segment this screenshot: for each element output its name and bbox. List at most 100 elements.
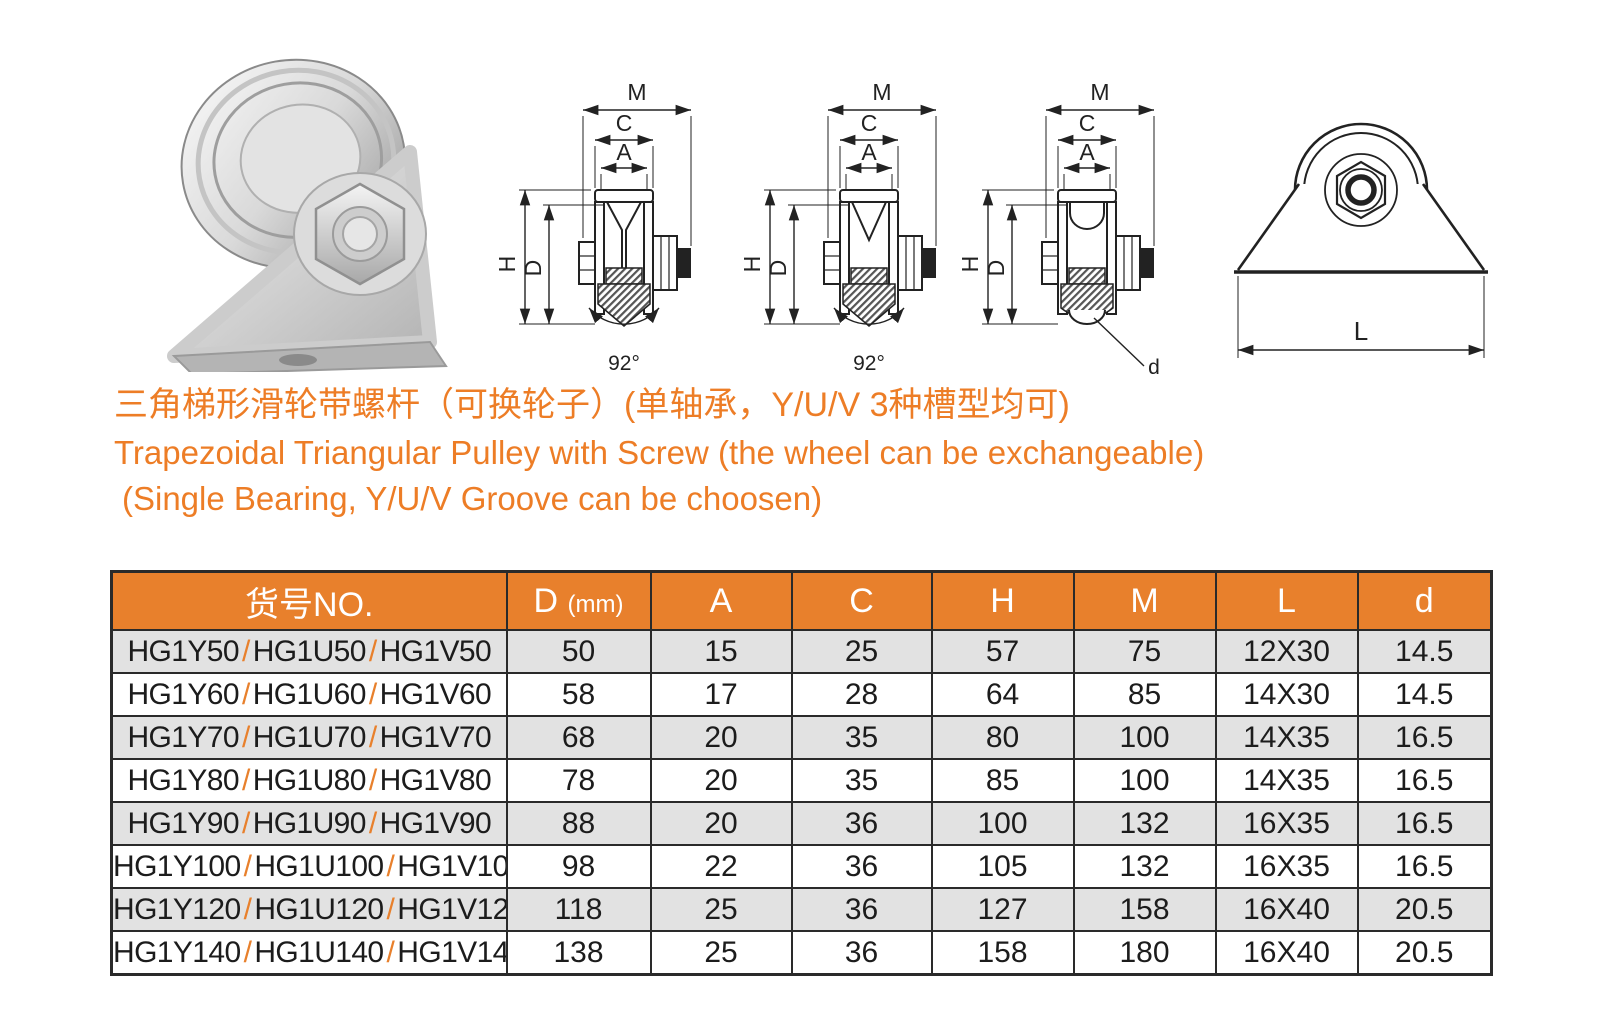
cell-M: 180 xyxy=(1072,930,1217,976)
col-header-c: C xyxy=(790,570,933,631)
cell-L: 16X40 xyxy=(1214,930,1359,976)
cell-L: 16X35 xyxy=(1214,801,1359,846)
cross-section-diagram-v-groove: M C A H D 92° xyxy=(740,79,937,375)
cell-H: 85 xyxy=(930,758,1075,803)
groove-dia-label: d xyxy=(1148,356,1160,379)
dim-label-c: C xyxy=(861,110,878,136)
dim-label-m: M xyxy=(872,79,891,105)
mounting-hole xyxy=(279,354,317,366)
dim-label-l: L xyxy=(1354,316,1368,346)
cell-codes: HG1Y80/HG1U80/HG1V80 xyxy=(110,758,508,803)
cell-d: 14.5 xyxy=(1356,672,1493,717)
cell-d: 20.5 xyxy=(1356,887,1493,932)
cell-codes: HG1Y120/HG1U120/HG1V120 xyxy=(110,887,508,932)
product-photo xyxy=(167,58,448,372)
cell-H: 80 xyxy=(930,715,1075,760)
cell-A: 20 xyxy=(649,758,793,803)
col-header-l: L xyxy=(1214,570,1359,631)
cell-L: 14X35 xyxy=(1214,715,1359,760)
cell-codes: HG1Y70/HG1U70/HG1V70 xyxy=(110,715,508,760)
col-header-d-mm: D (mm) xyxy=(505,570,652,631)
cell-A: 22 xyxy=(649,844,793,889)
cell-d: 16.5 xyxy=(1356,801,1493,846)
cross-section-diagram-u-groove: M C A H D d xyxy=(958,79,1160,379)
cell-M: 132 xyxy=(1072,801,1217,846)
table-row: HG1Y90/HG1U90/HG1V90 88 20 36 100 132 16… xyxy=(110,801,1493,846)
cell-C: 36 xyxy=(790,930,933,976)
cell-L: 14X30 xyxy=(1214,672,1359,717)
bolt-cap xyxy=(342,216,378,252)
cell-C: 35 xyxy=(790,715,933,760)
cell-H: 64 xyxy=(930,672,1075,717)
dim-label-h: H xyxy=(958,256,983,273)
cell-H: 127 xyxy=(930,887,1075,932)
dim-label-a: A xyxy=(861,139,877,165)
product-title-zh: 三角梯形滑轮带螺杆（可换轮子）(单轴承，Y/U/V 3种槽型均可) xyxy=(114,386,1070,424)
cell-A: 25 xyxy=(649,930,793,976)
dim-label-m: M xyxy=(1090,79,1109,105)
table-row: HG1Y100/HG1U100/HG1V100 98 22 36 105 132… xyxy=(110,844,1493,889)
cell-C: 28 xyxy=(790,672,933,717)
cell-H: 158 xyxy=(930,930,1075,976)
cell-codes: HG1Y140/HG1U140/HG1V140 xyxy=(110,930,508,976)
cell-L: 16X35 xyxy=(1214,844,1359,889)
cell-C: 25 xyxy=(790,629,933,674)
cell-M: 75 xyxy=(1072,629,1217,674)
cell-D: 138 xyxy=(505,930,652,976)
cross-section-diagram-y-groove: M C A H D 92° xyxy=(495,79,692,375)
front-view-diagram: L xyxy=(1234,122,1488,358)
cell-H: 100 xyxy=(930,801,1075,846)
cell-D: 98 xyxy=(505,844,652,889)
table-row: HG1Y140/HG1U140/HG1V140 138 25 36 158 18… xyxy=(110,930,1493,976)
dim-label-a: A xyxy=(1079,139,1095,165)
cell-L: 12X30 xyxy=(1214,629,1359,674)
col-header-d: d xyxy=(1356,570,1493,631)
dim-label-a: A xyxy=(616,139,632,165)
spec-table-wrap: 货号NO. D (mm) A C H M L d HG1Y50/HG1U50/H… xyxy=(110,570,1493,976)
cell-C: 36 xyxy=(790,887,933,932)
cell-d: 16.5 xyxy=(1356,844,1493,889)
product-subtitle-en: (Single Bearing, Y/U/V Groove can be cho… xyxy=(122,480,823,517)
cell-d: 20.5 xyxy=(1356,930,1493,976)
cell-M: 100 xyxy=(1072,758,1217,803)
cell-A: 17 xyxy=(649,672,793,717)
cell-M: 132 xyxy=(1072,844,1217,889)
cell-A: 25 xyxy=(649,887,793,932)
cell-L: 14X35 xyxy=(1214,758,1359,803)
cell-C: 35 xyxy=(790,758,933,803)
table-row: HG1Y50/HG1U50/HG1V50 50 15 25 57 75 12X3… xyxy=(110,629,1493,674)
col-header-no: 货号NO. xyxy=(110,570,508,631)
cell-codes: HG1Y100/HG1U100/HG1V100 xyxy=(110,844,508,889)
header-row: 货号NO. D (mm) A C H M L d xyxy=(110,570,1493,631)
table-row: HG1Y60/HG1U60/HG1V60 58 17 28 64 85 14X3… xyxy=(110,672,1493,717)
col-header-a: A xyxy=(649,570,793,631)
cell-D: 78 xyxy=(505,758,652,803)
table-row: HG1Y70/HG1U70/HG1V70 68 20 35 80 100 14X… xyxy=(110,715,1493,760)
dim-label-c: C xyxy=(616,110,633,136)
cell-M: 85 xyxy=(1072,672,1217,717)
cell-D: 118 xyxy=(505,887,652,932)
col-header-h: H xyxy=(930,570,1075,631)
cell-H: 57 xyxy=(930,629,1075,674)
title-block: 三角梯形滑轮带螺杆（可换轮子）(单轴承，Y/U/V 3种槽型均可) Trapez… xyxy=(114,388,1514,528)
cell-M: 158 xyxy=(1072,887,1217,932)
cell-L: 16X40 xyxy=(1214,887,1359,932)
cell-D: 88 xyxy=(505,801,652,846)
cell-codes: HG1Y60/HG1U60/HG1V60 xyxy=(110,672,508,717)
dim-label-d-cap: D xyxy=(983,260,1009,277)
col-header-m: M xyxy=(1072,570,1217,631)
cell-C: 36 xyxy=(790,801,933,846)
cell-d: 14.5 xyxy=(1356,629,1493,674)
cell-M: 100 xyxy=(1072,715,1217,760)
cell-A: 20 xyxy=(649,801,793,846)
dim-label-m: M xyxy=(627,79,646,105)
cell-A: 20 xyxy=(649,715,793,760)
groove-angle-label: 92° xyxy=(608,352,640,375)
cell-codes: HG1Y90/HG1U90/HG1V90 xyxy=(110,801,508,846)
cell-d: 16.5 xyxy=(1356,715,1493,760)
product-title-en: Trapezoidal Triangular Pulley with Screw… xyxy=(114,434,1205,471)
groove-angle-label: 92° xyxy=(853,352,885,375)
cell-D: 58 xyxy=(505,672,652,717)
cell-C: 36 xyxy=(790,844,933,889)
